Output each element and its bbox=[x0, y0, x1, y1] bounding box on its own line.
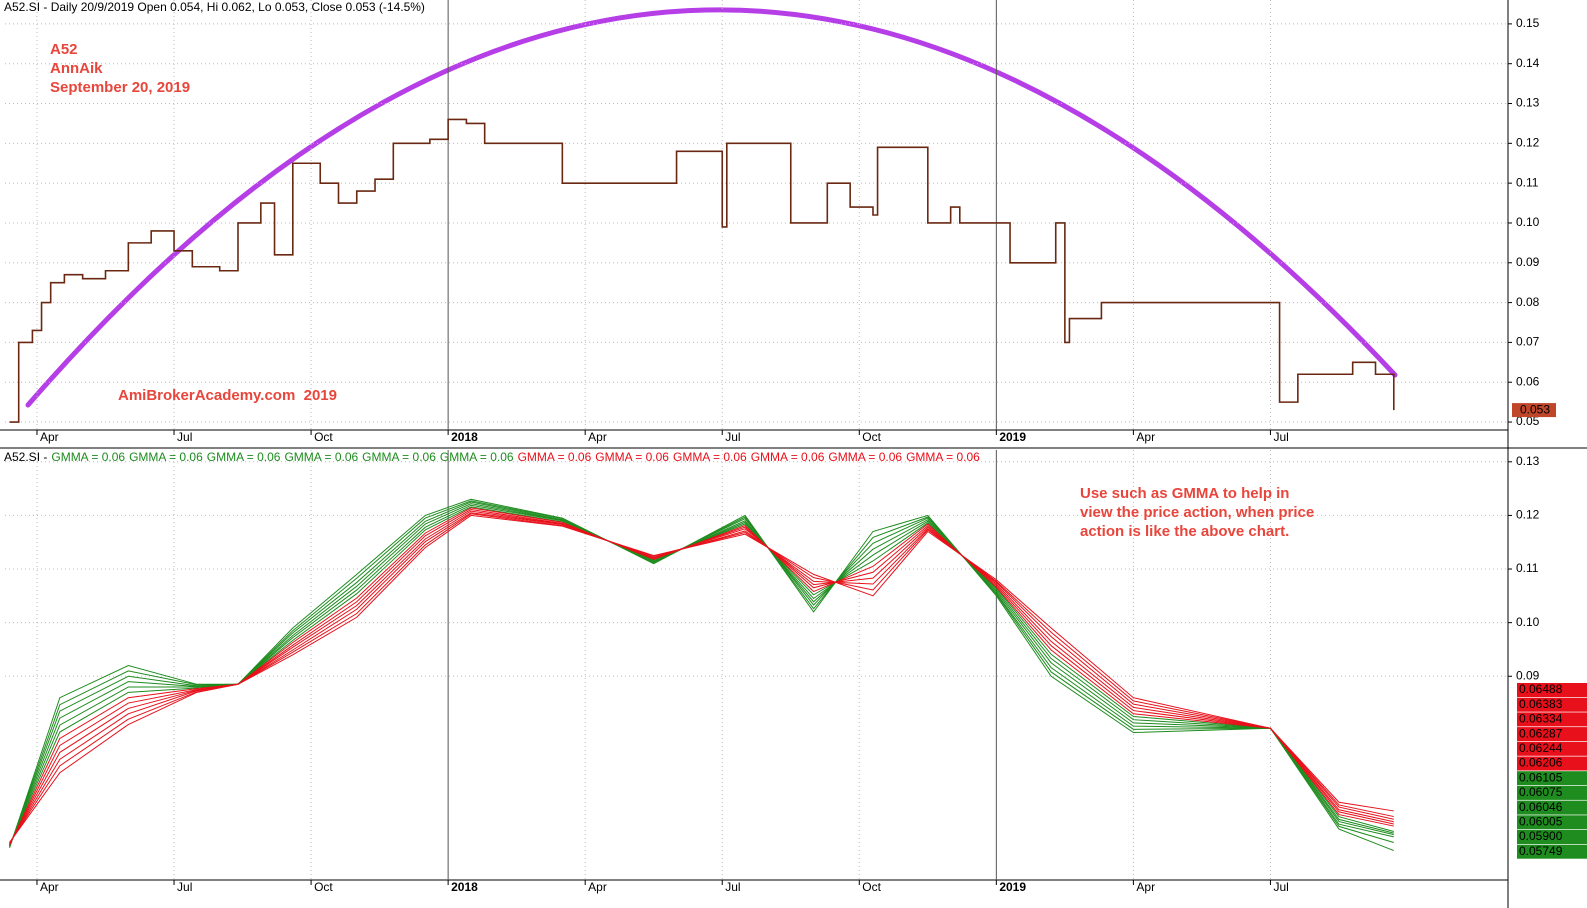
y-tick-label: 0.13 bbox=[1516, 96, 1540, 110]
x-tick-label: Apr bbox=[40, 430, 59, 444]
y-tick-label: 0.09 bbox=[1516, 668, 1540, 682]
y-tick-label: 0.12 bbox=[1516, 508, 1540, 522]
panel-header: A52.SI - GMMA = 0.06 GMMA = 0.06 GMMA = 0.0… bbox=[4, 450, 980, 464]
data-line bbox=[9, 504, 1394, 846]
panel-header: A52.SI - Daily 20/9/2019 Open 0.054, Hi … bbox=[4, 0, 425, 14]
legend-entry: GMMA = 0.06 bbox=[440, 450, 514, 464]
x-tick-label: Oct bbox=[862, 430, 881, 444]
last-value-label: 0.06334 bbox=[1519, 712, 1563, 726]
x-tick-label: Apr bbox=[40, 880, 59, 894]
legend-entry: GMMA = 0.06 bbox=[518, 450, 592, 464]
last-value-label: 0.06075 bbox=[1519, 785, 1563, 799]
legend-entry: GMMA = 0.06 bbox=[362, 450, 436, 464]
last-value-box bbox=[1517, 771, 1587, 786]
last-value-box bbox=[1517, 844, 1587, 859]
last-value-label: 0.06383 bbox=[1519, 697, 1563, 711]
x-tick-label: 2019 bbox=[999, 880, 1026, 894]
annotation: action is like the above chart. bbox=[1080, 523, 1289, 540]
annotation: September 20, 2019 bbox=[50, 79, 190, 96]
x-tick-label: 2018 bbox=[451, 430, 478, 444]
y-tick-label: 0.13 bbox=[1516, 454, 1540, 468]
x-tick-label: Apr bbox=[1136, 880, 1155, 894]
y-tick-label: 0.08 bbox=[1516, 295, 1540, 309]
y-tick-label: 0.10 bbox=[1516, 615, 1540, 629]
last-value-label: 0.06105 bbox=[1519, 770, 1563, 784]
last-value-label: 0.06005 bbox=[1519, 814, 1563, 828]
x-tick-label: Apr bbox=[1136, 430, 1155, 444]
last-value-label: 0.06046 bbox=[1519, 800, 1563, 814]
annotation: view the price action, when price bbox=[1080, 504, 1314, 521]
y-tick-label: 0.09 bbox=[1516, 255, 1540, 269]
x-tick-label: Jul bbox=[177, 880, 192, 894]
x-tick-label: Oct bbox=[314, 430, 333, 444]
y-tick-label: 0.12 bbox=[1516, 136, 1540, 150]
data-line bbox=[9, 118, 1395, 423]
y-tick-label: 0.10 bbox=[1516, 215, 1540, 229]
y-tick-label: 0.14 bbox=[1516, 56, 1540, 70]
data-line bbox=[9, 507, 1394, 846]
last-value-box bbox=[1517, 756, 1587, 771]
last-value-box bbox=[1517, 683, 1587, 697]
last-value-label: 0.06244 bbox=[1519, 741, 1563, 755]
last-value-label: 0.06206 bbox=[1519, 756, 1563, 770]
x-tick-label: Apr bbox=[588, 880, 607, 894]
price-marker bbox=[1512, 403, 1556, 418]
last-value-label: 0.05749 bbox=[1519, 844, 1563, 858]
annotation: AnnAik bbox=[50, 60, 103, 77]
last-value-box bbox=[1517, 830, 1587, 844]
last-value-label: 0.06287 bbox=[1519, 726, 1563, 740]
data-line bbox=[9, 512, 1394, 844]
legend-entry: GMMA = 0.06 bbox=[595, 450, 669, 464]
x-tick-label: 2019 bbox=[999, 430, 1026, 444]
legend-entry: GMMA = 0.06 bbox=[207, 450, 281, 464]
price-label: 0.053 bbox=[1520, 402, 1550, 416]
y-tick-label: 0.11 bbox=[1516, 175, 1539, 189]
x-tick-label: Apr bbox=[588, 430, 607, 444]
legend-entry: GMMA = 0.06 bbox=[284, 450, 358, 464]
y-tick-label: 0.06 bbox=[1516, 374, 1540, 388]
y-tick-label: 0.07 bbox=[1516, 335, 1540, 349]
legend-entry: GMMA = 0.06 bbox=[906, 450, 980, 464]
last-value-box bbox=[1517, 741, 1587, 756]
legend-entry: GMMA = 0.06 bbox=[129, 450, 203, 464]
last-value-box bbox=[1517, 712, 1587, 727]
legend-entry: GMMA = 0.06 bbox=[751, 450, 825, 464]
header-text: A52.SI - Daily 20/9/2019 Open 0.054, Hi … bbox=[4, 0, 425, 14]
annotation: Use such as GMMA to help in bbox=[1080, 485, 1289, 502]
x-tick-label: Jul bbox=[1273, 430, 1288, 444]
data-line bbox=[9, 500, 1394, 848]
trend-arc bbox=[25, 7, 1398, 408]
x-tick-label: Jul bbox=[1273, 880, 1288, 894]
legend-entry: GMMA = 0.06 bbox=[828, 450, 902, 464]
x-tick-label: Jul bbox=[725, 880, 740, 894]
x-tick-label: 2018 bbox=[451, 880, 478, 894]
data-line bbox=[9, 514, 1394, 843]
last-value-box bbox=[1517, 800, 1587, 815]
last-value-box bbox=[1517, 697, 1587, 712]
last-value-label: 0.06488 bbox=[1519, 682, 1563, 696]
x-tick-label: Jul bbox=[177, 430, 192, 444]
last-value-label: 0.05900 bbox=[1519, 829, 1563, 843]
last-value-box bbox=[1517, 815, 1587, 830]
last-value-box bbox=[1517, 785, 1587, 800]
x-tick-label: Oct bbox=[862, 880, 881, 894]
annotation: A52 bbox=[50, 41, 78, 58]
x-tick-label: Jul bbox=[725, 430, 740, 444]
watermark: AmiBrokerAcademy.com 2019 bbox=[118, 387, 337, 404]
last-value-box bbox=[1517, 727, 1587, 742]
legend-entry: GMMA = 0.06 bbox=[51, 450, 125, 464]
x-tick-label: Oct bbox=[314, 880, 333, 894]
y-tick-label: 0.15 bbox=[1516, 16, 1540, 30]
header-text: A52.SI - bbox=[4, 450, 47, 464]
legend-entry: GMMA = 0.06 bbox=[673, 450, 747, 464]
y-tick-label: 0.11 bbox=[1516, 561, 1539, 575]
y-tick-label: 0.05 bbox=[1516, 414, 1540, 428]
